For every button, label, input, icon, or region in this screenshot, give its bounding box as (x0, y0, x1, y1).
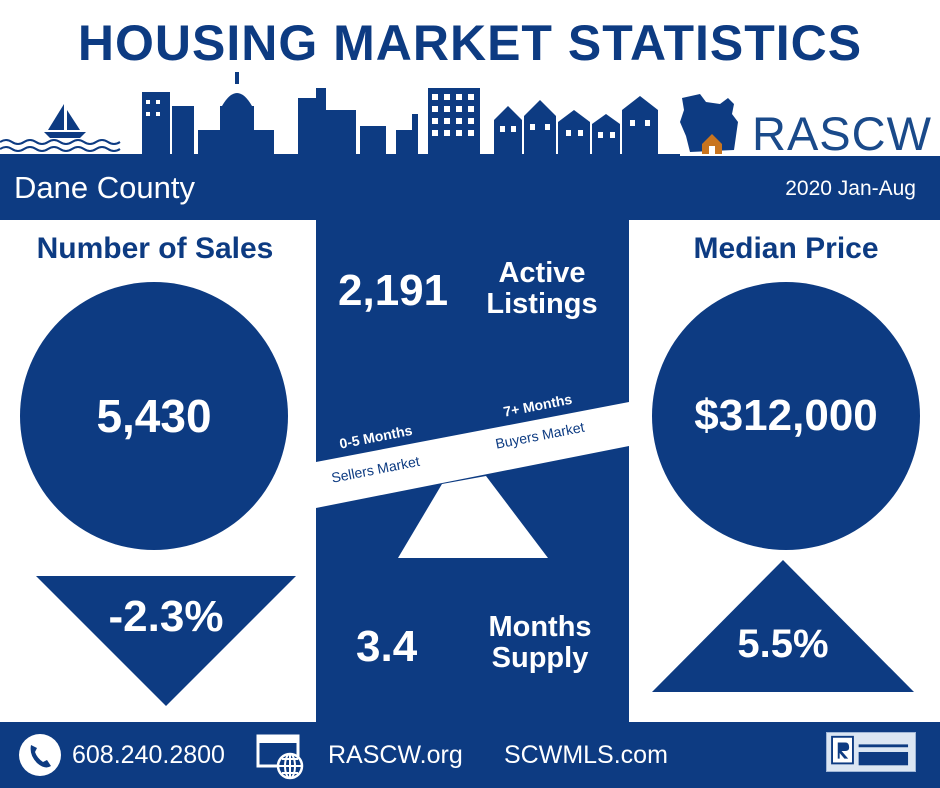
sales-heading: Number of Sales (36, 232, 274, 265)
rascw-website-link[interactable]: RASCW.org (328, 741, 463, 769)
rascw-logo-text: RASCW (752, 107, 932, 160)
sales-value-circle: 5,430 (20, 282, 288, 550)
supply-label-line2: Supply (491, 642, 589, 674)
sales-change: -2.3% (108, 592, 224, 641)
down-arrow-triangle (36, 576, 296, 706)
scwmls-website-link[interactable]: SCWMLS.com (504, 741, 668, 769)
wisconsin-map-icon (680, 94, 738, 154)
months-supply-label: Months Supply (470, 612, 610, 674)
up-arrow-triangle (652, 560, 914, 692)
page-title: HOUSING MARKET STATISTICS (77, 15, 863, 71)
price-value-circle: $312,000 (652, 282, 920, 550)
active-listings-value: 2,191 (338, 266, 449, 315)
period-label: 2020 Jan-Aug (785, 177, 916, 200)
active-label-line2: Listings (486, 288, 598, 320)
realtor-mls-logo (826, 732, 916, 772)
active-listings-label: Active Listings (472, 258, 612, 320)
footer-bar (0, 722, 940, 788)
price-heading: Median Price (693, 232, 879, 265)
active-label-line1: Active (498, 257, 586, 289)
phone-number[interactable]: 608.240.2800 (72, 741, 225, 769)
region-bar (0, 156, 940, 220)
supply-label-line1: Months (488, 611, 592, 643)
web-browser-icon (256, 734, 304, 780)
phone-icon (19, 734, 61, 776)
city-skyline-illustration (0, 72, 680, 160)
sales-value: 5,430 (96, 390, 212, 442)
market-balance-seesaw (316, 402, 629, 558)
months-supply-value: 3.4 (356, 622, 418, 671)
region-label: Dane County (14, 170, 195, 205)
price-value: $312,000 (694, 391, 878, 440)
price-change: 5.5% (737, 622, 829, 666)
